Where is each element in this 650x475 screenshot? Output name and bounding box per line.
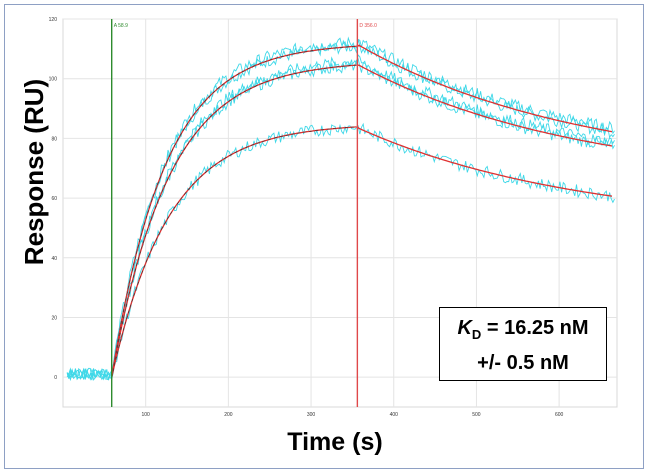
chart-frame: 0 20 40 60 80 100 120 100 200 300 400 500 600 A 58.9 D… [4,4,644,469]
fit-dissociation-curve [356,126,613,197]
fit-overlay-dash [111,126,357,378]
raw-trace [66,38,615,381]
y-tick-label: 120 [49,17,58,23]
fit-dissociation-curve [357,44,613,133]
y-tick-label: 100 [49,77,58,83]
fit-overlay-dash [111,64,357,378]
y-axis-label: Response (RU) [19,78,49,266]
x-tick-label: 300 [307,412,316,418]
kd-error: +/- 0.5 nM [477,352,569,374]
kd-symbol: K [457,317,472,339]
y-tick-label: 20 [51,315,57,321]
y-tick-label: 80 [51,136,57,142]
y-tick-label: 60 [51,196,57,202]
event-marker-label: A 58.9 [114,23,128,29]
x-tick-label: 500 [472,412,481,418]
y-tick-label: 0 [54,375,57,381]
x-tick-label: 200 [224,412,233,418]
raw-trace [66,57,615,382]
event-marker-label: D 356.0 [359,23,377,29]
x-tick-label: 400 [390,412,399,418]
fit-association-curve [111,45,357,378]
x-tick-label: 600 [555,412,564,418]
x-axis-label: Time (s) [287,428,383,456]
y-tick-label: 40 [51,256,57,262]
fit-dissociation-curve [357,64,613,147]
x-tick-label: 100 [142,412,151,418]
kd-value: = 16.25 nM [481,317,589,339]
kd-value-line: KD = 16.25 nM [440,314,606,349]
kd-annotation: KD = 16.25 nM +/- 0.5 nM [439,307,607,381]
sensorgram-plot: 0 20 40 60 80 100 120 100 200 300 400 500 600 A 58.9 D… [49,17,618,418]
kd-subscript: D [471,327,482,342]
